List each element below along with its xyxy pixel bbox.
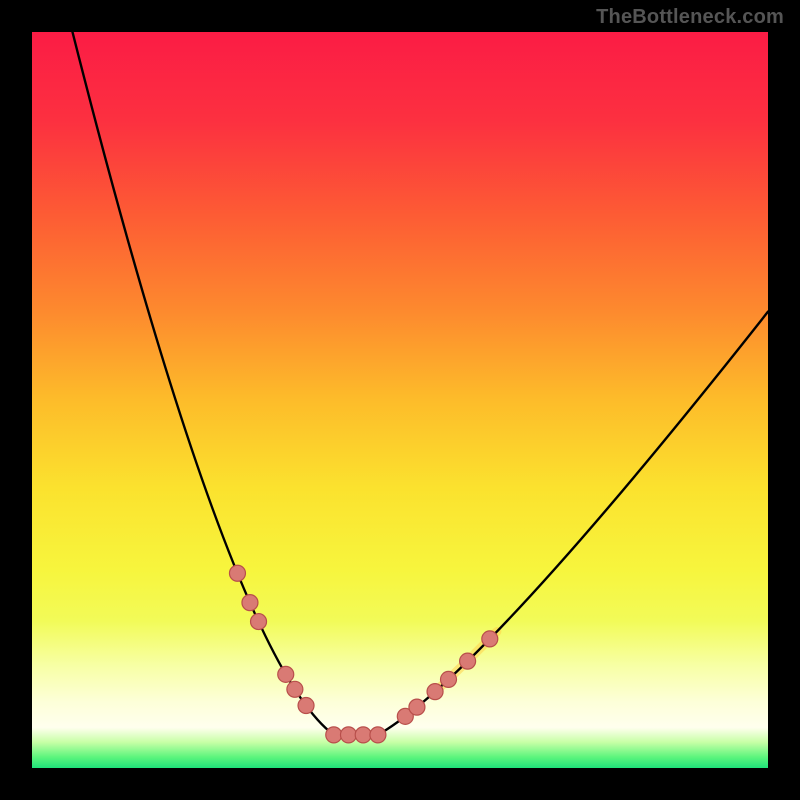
marker-bottom-1 [340, 727, 356, 743]
marker-bottom-2 [355, 727, 371, 743]
chart-root: TheBottleneck.com [0, 0, 800, 800]
marker-right-4 [460, 653, 476, 669]
marker-right-3 [441, 671, 457, 687]
marker-left-5 [298, 698, 314, 714]
marker-left-2 [251, 614, 267, 630]
chart-svg [0, 0, 800, 800]
marker-right-2 [427, 684, 443, 700]
marker-left-3 [278, 666, 294, 682]
marker-bottom-3 [370, 727, 386, 743]
marker-right-5 [482, 631, 498, 647]
plot-gradient [32, 32, 768, 768]
marker-left-0 [229, 565, 245, 581]
marker-left-4 [287, 681, 303, 697]
marker-left-1 [242, 595, 258, 611]
marker-right-1 [409, 699, 425, 715]
marker-bottom-0 [326, 727, 342, 743]
